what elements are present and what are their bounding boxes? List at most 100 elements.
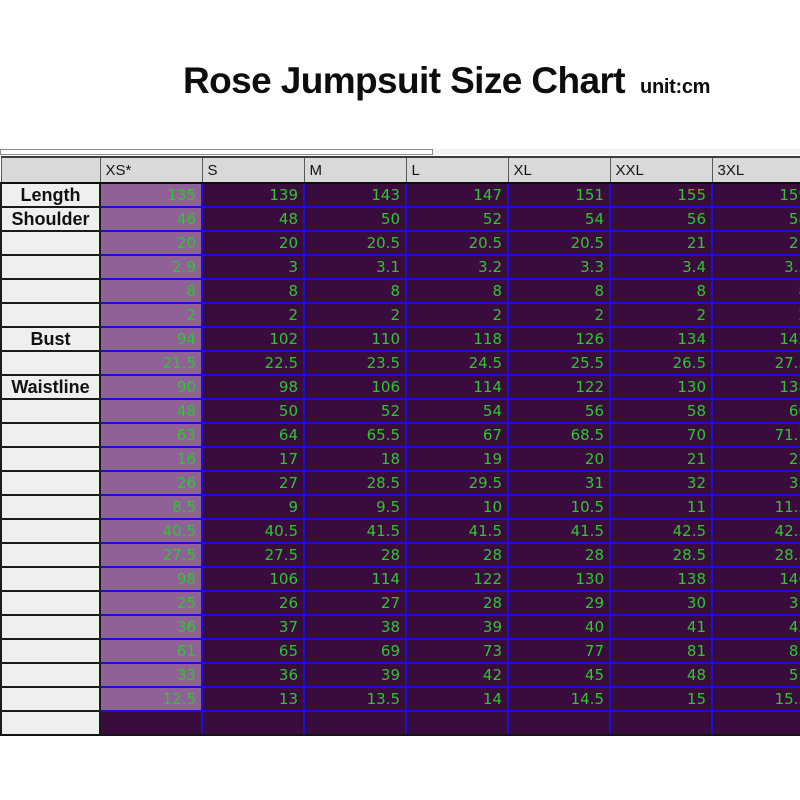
column-header-cell[interactable]: L	[405, 156, 509, 184]
data-cell[interactable]: 38	[303, 614, 407, 640]
data-cell[interactable]: 118	[405, 326, 509, 352]
data-cell[interactable]: 138	[609, 566, 713, 592]
data-cell[interactable]: 19	[405, 446, 509, 472]
data-cell[interactable]: 110	[303, 326, 407, 352]
data-cell[interactable]: 151	[507, 182, 611, 208]
data-cell[interactable]: 15	[609, 686, 713, 712]
data-cell[interactable]: 2.9	[99, 254, 203, 280]
data-cell[interactable]: 122	[507, 374, 611, 400]
column-header-cell[interactable]: XXL	[609, 156, 713, 184]
data-cell[interactable]: 56	[507, 398, 611, 424]
row-label-cell[interactable]	[0, 566, 101, 592]
data-cell[interactable]: 2	[507, 302, 611, 328]
data-cell[interactable]: 41.5	[303, 518, 407, 544]
data-cell[interactable]: 27.5	[201, 542, 305, 568]
data-cell[interactable]: 22.5	[201, 350, 305, 376]
data-cell[interactable]: 27	[303, 590, 407, 616]
row-label-cell[interactable]	[0, 542, 101, 568]
data-cell[interactable]: 73	[405, 638, 509, 664]
data-cell[interactable]: 26	[99, 470, 203, 496]
data-cell[interactable]: 37	[201, 614, 305, 640]
data-cell[interactable]: 69	[303, 638, 407, 664]
data-cell[interactable]: 8	[99, 278, 203, 304]
data-cell[interactable]: 134	[609, 326, 713, 352]
row-label-cell[interactable]	[0, 230, 101, 256]
row-label-cell[interactable]	[0, 350, 101, 376]
data-cell[interactable]: 122	[405, 566, 509, 592]
row-label-cell[interactable]	[0, 614, 101, 640]
data-cell[interactable]: 28.5	[711, 542, 800, 568]
data-cell[interactable]: 126	[507, 326, 611, 352]
data-cell[interactable]: 94	[99, 326, 203, 352]
data-cell[interactable]: 56	[609, 206, 713, 232]
data-cell[interactable]	[99, 710, 203, 736]
data-cell[interactable]: 3.4	[609, 254, 713, 280]
data-cell[interactable]: 8	[303, 278, 407, 304]
data-cell[interactable]: 28.5	[609, 542, 713, 568]
data-cell[interactable]: 36	[99, 614, 203, 640]
data-cell[interactable]: 3.2	[405, 254, 509, 280]
data-cell[interactable]: 8	[711, 278, 800, 304]
data-cell[interactable]: 143	[303, 182, 407, 208]
data-cell[interactable]: 50	[201, 398, 305, 424]
data-cell[interactable]: 48	[609, 662, 713, 688]
data-cell[interactable]: 52	[405, 206, 509, 232]
data-cell[interactable]: 3.5	[711, 254, 800, 280]
data-cell[interactable]: 106	[303, 374, 407, 400]
data-cell[interactable]: 21	[609, 230, 713, 256]
data-cell[interactable]: 21	[609, 446, 713, 472]
data-cell[interactable]: 63	[99, 422, 203, 448]
data-cell[interactable]: 29.5	[405, 470, 509, 496]
data-cell[interactable]: 16	[99, 446, 203, 472]
data-cell[interactable]: 25	[99, 590, 203, 616]
column-header-cell[interactable]: 3XL	[711, 156, 800, 184]
column-header-cell[interactable]: XL	[507, 156, 611, 184]
data-cell[interactable]: 26	[201, 590, 305, 616]
data-cell[interactable]: 67	[405, 422, 509, 448]
data-cell[interactable]: 36	[201, 662, 305, 688]
data-cell[interactable]: 48	[201, 206, 305, 232]
data-cell[interactable]: 64	[201, 422, 305, 448]
row-label-cell[interactable]: Waistline	[0, 374, 101, 400]
data-cell[interactable]	[405, 710, 509, 736]
data-cell[interactable]: 54	[507, 206, 611, 232]
data-cell[interactable]: 9.5	[303, 494, 407, 520]
data-cell[interactable]: 42.5	[711, 518, 800, 544]
data-cell[interactable]: 28	[405, 590, 509, 616]
column-header-cell[interactable]: S	[201, 156, 305, 184]
data-cell[interactable]: 41.5	[405, 518, 509, 544]
data-cell[interactable]: 81	[609, 638, 713, 664]
data-cell[interactable]: 114	[303, 566, 407, 592]
data-cell[interactable]: 130	[609, 374, 713, 400]
data-cell[interactable]	[303, 710, 407, 736]
data-cell[interactable]: 2	[303, 302, 407, 328]
data-cell[interactable]: 54	[405, 398, 509, 424]
row-label-cell[interactable]	[0, 710, 101, 736]
row-label-cell[interactable]	[0, 446, 101, 472]
data-cell[interactable]: 3.1	[303, 254, 407, 280]
data-cell[interactable]: 102	[201, 326, 305, 352]
row-label-cell[interactable]	[0, 590, 101, 616]
data-cell[interactable]: 41.5	[507, 518, 611, 544]
data-cell[interactable]: 40	[507, 614, 611, 640]
data-cell[interactable]: 14	[405, 686, 509, 712]
data-cell[interactable]: 42	[711, 614, 800, 640]
data-cell[interactable]: 27.5	[99, 542, 203, 568]
data-cell[interactable]: 29	[507, 590, 611, 616]
data-cell[interactable]: 28.5	[303, 470, 407, 496]
data-cell[interactable]: 8	[609, 278, 713, 304]
data-cell[interactable]: 2	[99, 302, 203, 328]
data-cell[interactable]: 20.5	[303, 230, 407, 256]
data-cell[interactable]: 90	[99, 374, 203, 400]
data-cell[interactable]: 27	[201, 470, 305, 496]
data-cell[interactable]	[711, 710, 800, 736]
row-label-cell[interactable]	[0, 470, 101, 496]
corner-header-cell[interactable]	[0, 156, 101, 184]
row-label-cell[interactable]	[0, 638, 101, 664]
data-cell[interactable]: 23.5	[303, 350, 407, 376]
data-cell[interactable]: 28	[507, 542, 611, 568]
data-cell[interactable]: 31	[507, 470, 611, 496]
data-cell[interactable]: 17	[201, 446, 305, 472]
data-cell[interactable]: 130	[507, 566, 611, 592]
data-cell[interactable]: 21.5	[99, 350, 203, 376]
